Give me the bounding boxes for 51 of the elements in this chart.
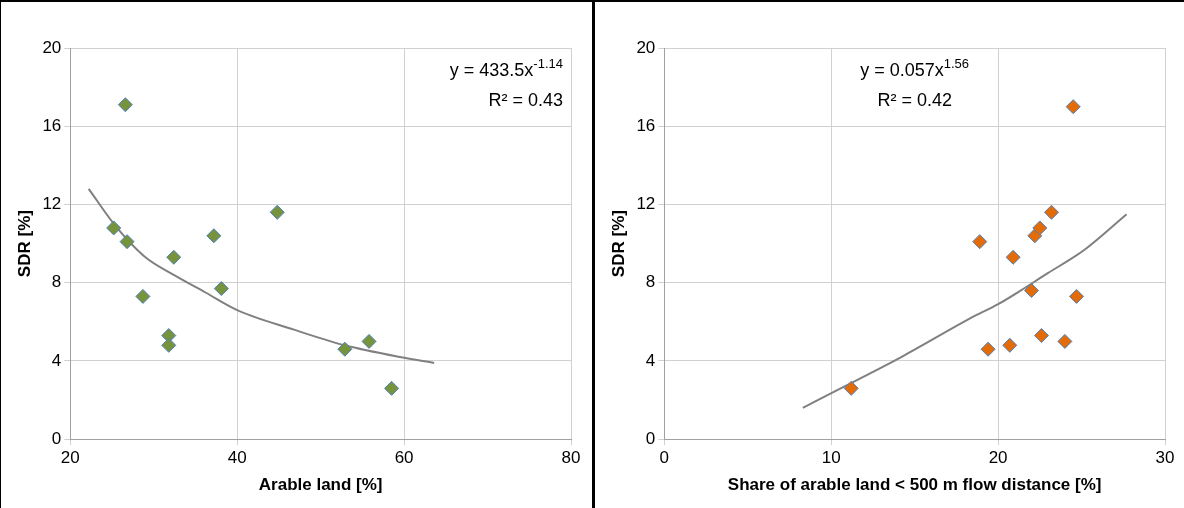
point (119, 234, 135, 250)
point (361, 333, 377, 349)
line-series (87, 187, 436, 364)
point (1032, 220, 1048, 236)
point (117, 97, 133, 113)
point (269, 204, 285, 220)
point (1044, 204, 1060, 220)
x-tick-label: 0 (659, 448, 670, 468)
y-tick-label: 4 (645, 350, 656, 370)
y-tick-label: 4 (51, 350, 62, 370)
y-tick-label: 16 (636, 115, 656, 135)
y-tick-label: 8 (51, 272, 62, 292)
point (1065, 99, 1081, 115)
y-tick-label: 0 (51, 428, 62, 448)
x-tick-label: 80 (561, 448, 581, 468)
point (980, 341, 996, 357)
x-tick-label: 30 (1155, 448, 1175, 468)
point (1069, 288, 1085, 304)
x-tick-label: 40 (227, 448, 247, 468)
point (1057, 333, 1073, 349)
point (1023, 283, 1039, 299)
point (206, 228, 222, 244)
x-axis-title: Arable land [%] (258, 475, 383, 495)
y-tick-label: 16 (42, 115, 62, 135)
y-axis-title: SDR [%] (14, 210, 34, 278)
y-tick-label: 0 (645, 428, 656, 448)
point (1002, 337, 1018, 353)
point (213, 281, 229, 297)
point (106, 220, 122, 236)
point (1034, 328, 1049, 344)
point (337, 341, 353, 357)
point (384, 380, 400, 396)
point (972, 234, 988, 250)
point (135, 288, 151, 304)
x-tick-label: 60 (394, 448, 414, 468)
y-axis-title: SDR [%] (608, 210, 628, 278)
x-tick-label: 20 (988, 448, 1008, 468)
point (1005, 249, 1021, 265)
x-axis-title: Share of arable land < 500 m flow distance [%] (727, 475, 1102, 495)
line-series (801, 213, 1128, 409)
y-tick-label: 12 (42, 194, 62, 214)
y-tick-label: 20 (636, 37, 656, 57)
point (166, 249, 182, 265)
y-tick-label: 8 (645, 272, 656, 292)
annotation: R² = 0.42 (877, 90, 952, 110)
point (843, 380, 859, 396)
y-tick-label: 20 (42, 37, 62, 57)
y-tick-label: 12 (636, 194, 656, 214)
point (161, 337, 177, 353)
x-tick-label: 10 (821, 448, 841, 468)
annotation: R² = 0.43 (488, 90, 564, 110)
